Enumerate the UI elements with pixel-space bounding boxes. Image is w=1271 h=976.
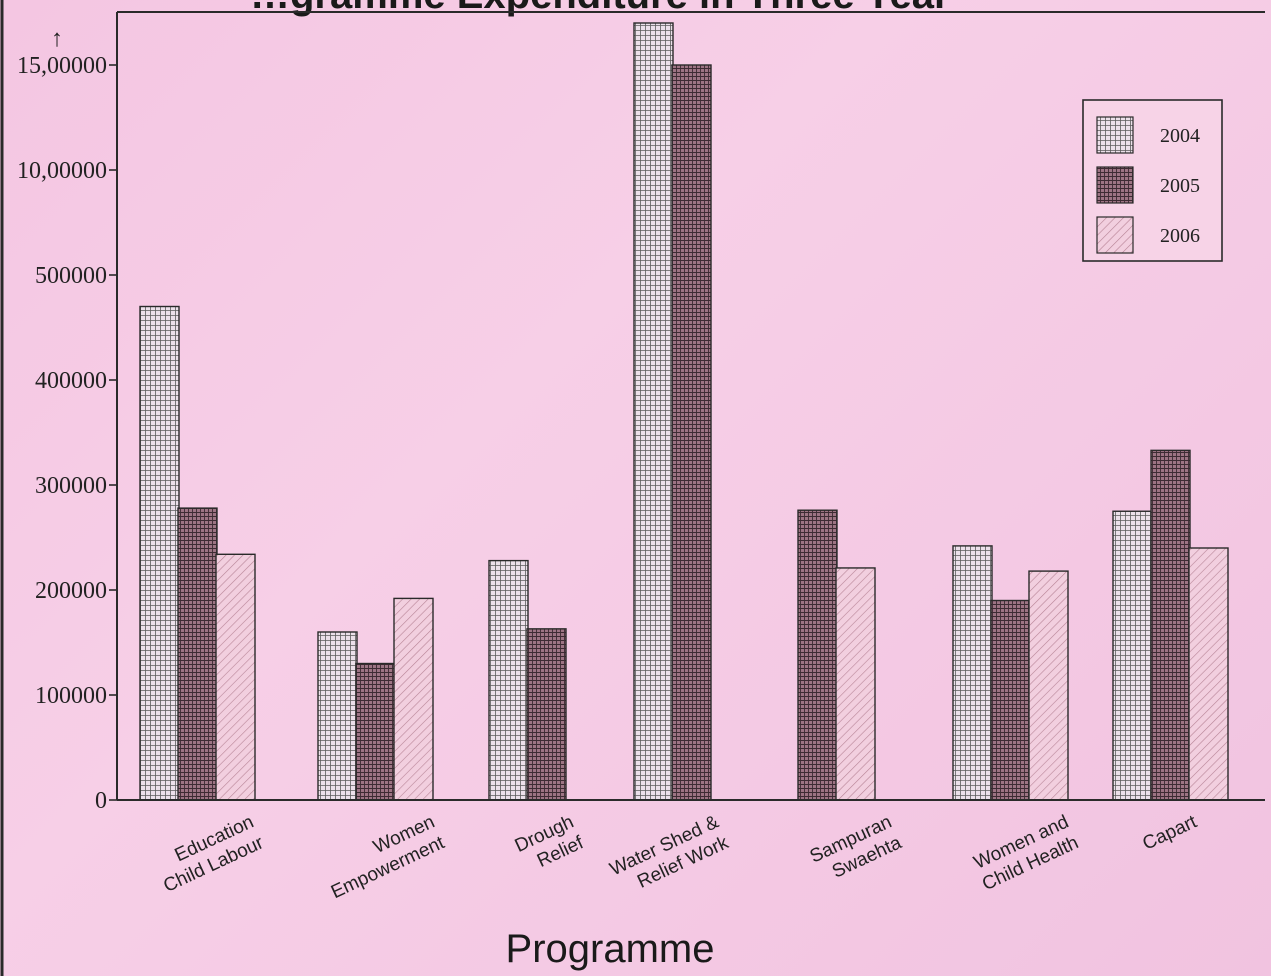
legend-label-2004: 2004 [1160, 125, 1200, 147]
legend-label-2005: 2005 [1160, 175, 1200, 197]
legend-swatch-2006 [1096, 216, 1134, 254]
bar-2005-cat-4 [797, 509, 838, 801]
bar-2006-cat-6 [1188, 547, 1229, 801]
bar-2005-cat-3 [671, 64, 712, 801]
x-category-label: SampuranSwaehta [807, 811, 905, 888]
bar-2004-cat-3 [633, 22, 674, 801]
bar-2006-cat-4 [835, 567, 876, 801]
bar-2005-cat-5 [990, 599, 1031, 801]
y-tick-label: 10,00000 [17, 158, 107, 184]
x-axis-title: Programme [506, 927, 715, 971]
legend-label-2006: 2006 [1160, 225, 1200, 247]
y-tick-label: 15,00000 [17, 53, 107, 79]
bar-2005-cat-6 [1150, 449, 1191, 801]
bar-2004-cat-6 [1112, 510, 1153, 801]
x-category-label-line: Capart [1140, 811, 1201, 854]
bar-2004-cat-1 [317, 631, 358, 801]
x-category-label: Water Shed &Relief Work [607, 811, 733, 901]
y-tick-label: 400000 [35, 368, 107, 394]
x-category-label: EducationChild Labour [151, 811, 268, 897]
y-tick-label: 500000 [35, 263, 107, 289]
x-category-label: Women andChild Health [969, 811, 1081, 895]
bar-2006-cat-5 [1028, 570, 1069, 801]
bar-2005-cat-0 [177, 507, 218, 801]
bar-2004-cat-0 [139, 305, 180, 801]
y-axis-arrow: ↑ [51, 26, 63, 52]
bar-2004-cat-2 [488, 559, 529, 801]
bar-2006-cat-0 [215, 553, 256, 801]
legend-swatch-2004 [1096, 116, 1134, 154]
bar-2006-cat-1 [393, 597, 434, 801]
bar-2004-cat-5 [952, 545, 993, 801]
y-tick-label: 0 [95, 788, 107, 814]
chart-title: …gramme Expenditure in Three Year [250, 0, 950, 17]
bar-2005-cat-2 [526, 628, 567, 801]
y-tick-label: 300000 [35, 473, 107, 499]
legend-swatch-2005 [1096, 166, 1134, 204]
x-category-label: DroughRelief [512, 811, 588, 878]
x-category-label: WomenEmpowerment [318, 811, 448, 903]
y-tick-label: 200000 [35, 578, 107, 604]
x-category-label: Capart [1140, 811, 1201, 854]
y-tick-label: 100000 [35, 683, 107, 709]
bar-2005-cat-1 [355, 662, 396, 801]
